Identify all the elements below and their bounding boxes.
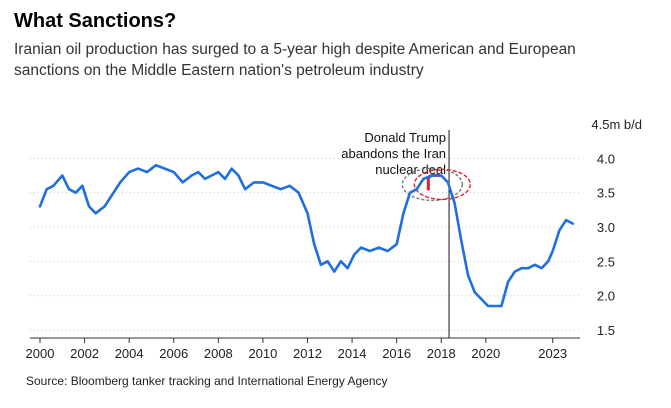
highlight-ellipse-gray <box>401 167 464 202</box>
annotation-text: nuclear deal <box>375 162 446 177</box>
highlight-ellipse-red <box>413 168 472 201</box>
chart-subtitle: Iranian oil production has surged to a 5… <box>14 41 576 79</box>
annotation-text: Donald Trump <box>364 130 446 145</box>
x-tick-label: 2014 <box>338 346 367 361</box>
grid <box>30 157 580 331</box>
series-layer <box>38 163 575 308</box>
x-tick-label: 2010 <box>248 346 277 361</box>
y-tick-label: 2.0 <box>597 289 615 304</box>
y-tick-label: 3.0 <box>597 220 615 235</box>
x-tick-label: 2008 <box>204 346 233 361</box>
y-tick-label: 3.5 <box>597 186 615 201</box>
x-tick-label: 2016 <box>382 346 411 361</box>
series-line <box>38 163 575 308</box>
x-axis: 2000 2002 2004 2006 2008 2010 2012 2014 2016 2018… <box>26 337 580 361</box>
annotation-text: abandons the Iran <box>341 146 446 161</box>
source-note: Source: Bloomberg tanker tracking and In… <box>26 374 388 388</box>
x-tick-label: 2000 <box>26 346 55 361</box>
x-tick-label: 2012 <box>293 346 322 361</box>
x-tick-label: 2018 <box>427 346 456 361</box>
y-tick-label: 4.0 <box>597 151 615 166</box>
x-tick-label: 2023 <box>538 346 567 361</box>
y-axis-unit-label: 4.5m b/d <box>591 117 642 132</box>
chart-title: What Sanctions? <box>14 10 177 32</box>
x-tick-label: 2004 <box>115 346 144 361</box>
x-tick-label: 2002 <box>70 346 99 361</box>
y-tick-label: 2.5 <box>597 254 615 269</box>
y-tick-label: 1.5 <box>597 323 615 338</box>
y-axis: 1.5 2.0 2.5 3.0 3.5 4.0 4.5m b/d <box>591 117 642 338</box>
x-tick-label: 2006 <box>159 346 188 361</box>
x-tick-label: 2020 <box>471 346 500 361</box>
